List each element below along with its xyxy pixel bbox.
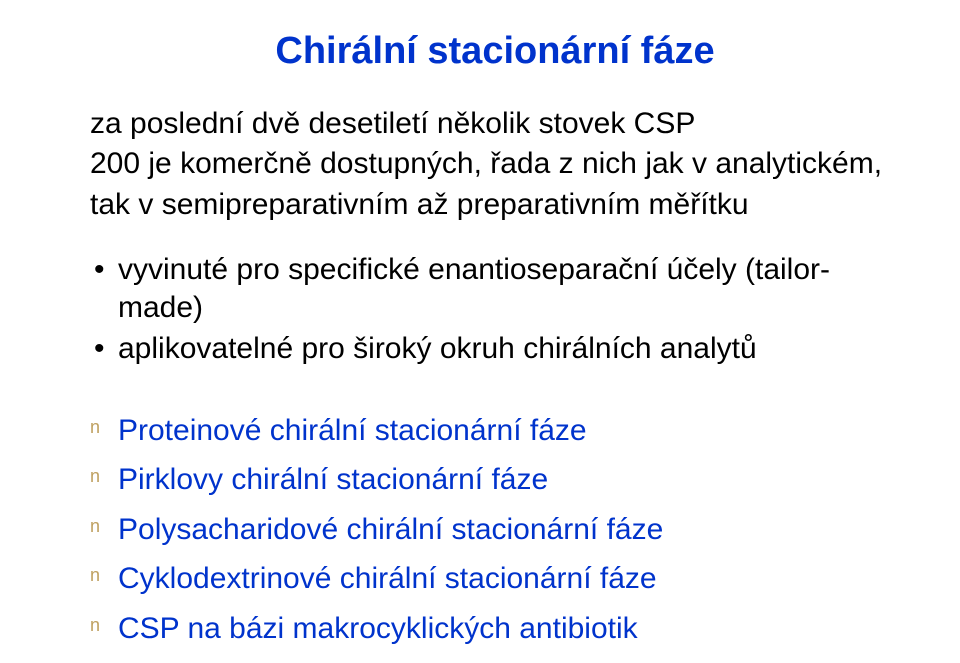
bullet-text: aplikovatelné pro široký okruh chirálníc… [118,332,757,365]
bullet-text: vyvinuté pro specifické enantioseparační… [118,253,830,324]
bullet-list: vyvinuté pro specifické enantioseparační… [90,251,900,368]
family-text: Cyklodextrinové chirální stacionární fáz… [118,562,657,595]
bullet-item: vyvinuté pro specifické enantioseparační… [90,251,900,326]
bullet-item: aplikovatelné pro široký okruh chirálníc… [90,330,900,368]
square-marker-icon [90,418,104,432]
family-item: Proteinové chirální stacionární fáze [90,412,900,450]
family-item: Polysacharidové chirální stacionární fáz… [90,511,900,549]
square-marker-icon [90,566,104,580]
square-marker-icon [90,467,104,481]
slide: Chirální stacionární fáze za poslední dv… [0,0,960,663]
square-marker-icon [90,517,104,531]
families-list: Proteinové chirální stacionární fáze Pir… [90,412,900,648]
family-text: CSP na bázi makrocyklických antibiotik [118,612,638,645]
family-item: CSP na bázi makrocyklických antibiotik [90,610,900,648]
intro-paragraph: za poslední dvě desetiletí několik stove… [90,104,900,226]
slide-title: Chirální stacionární fáze [90,28,900,76]
family-item: Pirklovy chirální stacionární fáze [90,461,900,499]
family-text: Proteinové chirální stacionární fáze [118,414,587,447]
family-text: Pirklovy chirální stacionární fáze [118,463,548,496]
family-text: Polysacharidové chirální stacionární fáz… [118,513,663,546]
square-marker-icon [90,616,104,630]
family-item: Cyklodextrinové chirální stacionární fáz… [90,560,900,598]
